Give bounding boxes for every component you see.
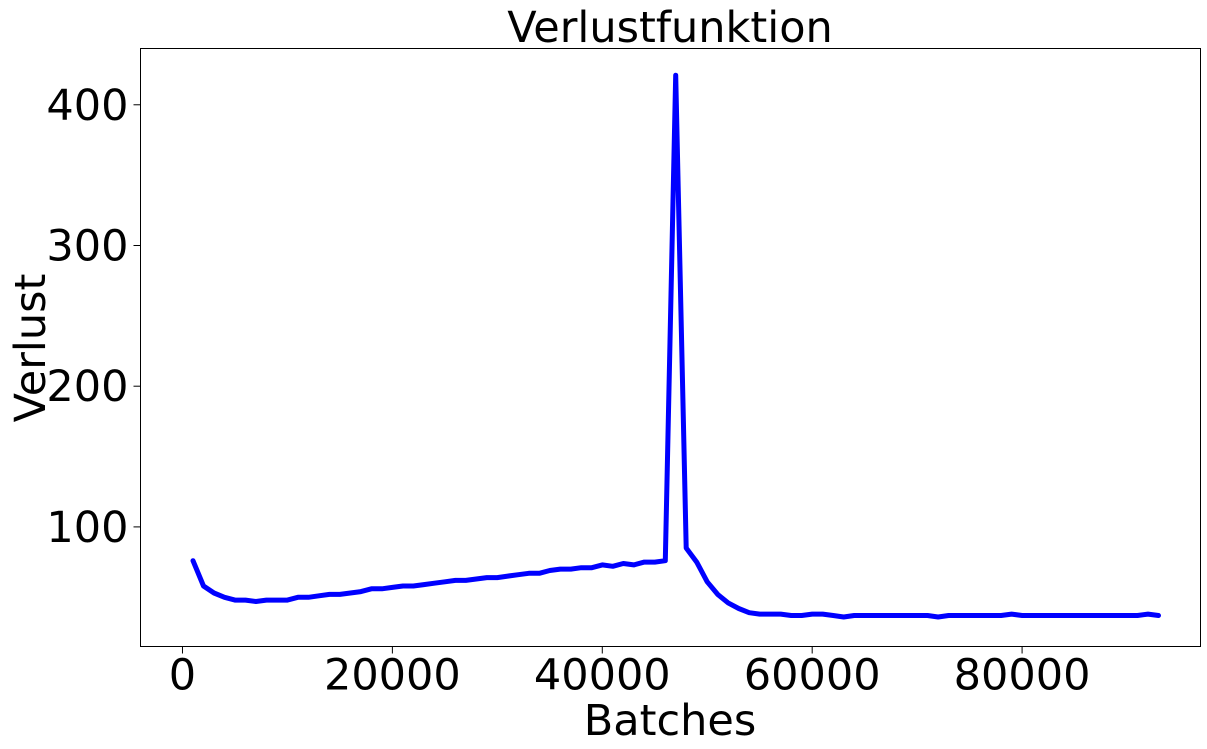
y-tick-label: 400	[46, 81, 128, 131]
y-tick-label: 300	[46, 221, 128, 271]
y-axis-label: Verlust	[6, 274, 56, 423]
y-axis: 100 200 300 400	[46, 81, 141, 553]
plot-frame	[140, 48, 1201, 647]
x-tick-label: 60000	[744, 651, 881, 701]
x-axis-label: Batches	[584, 696, 756, 746]
y-tick-label: 100	[46, 503, 128, 553]
x-axis: 0 20000 40000 60000 80000	[169, 646, 1091, 701]
x-tick-label: 0	[169, 651, 196, 701]
x-tick-label: 80000	[954, 651, 1091, 701]
chart-title: Verlustfunktion	[507, 3, 833, 53]
plot-area	[190, 72, 1161, 620]
x-tick-label: 20000	[324, 651, 461, 701]
y-tick-label: 200	[46, 362, 128, 412]
x-tick-label: 40000	[534, 651, 671, 701]
series-line	[190, 72, 1161, 620]
